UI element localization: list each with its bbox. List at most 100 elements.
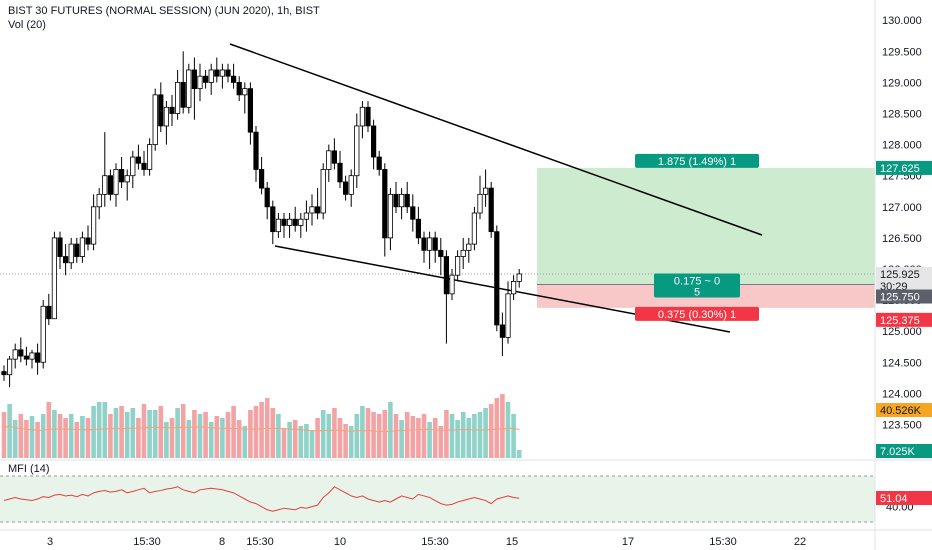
volume-bar xyxy=(455,420,460,458)
volume-bar xyxy=(259,402,264,458)
time-tick: 17 xyxy=(622,536,634,548)
price-tick: 124.000 xyxy=(882,388,922,400)
candle-body xyxy=(74,243,80,257)
volume-bar xyxy=(516,450,522,458)
candle-body xyxy=(348,175,354,195)
time-tick: 15 xyxy=(506,536,518,548)
volume-bar xyxy=(270,408,276,458)
volume-bar xyxy=(382,410,388,458)
volume-bar xyxy=(214,416,220,458)
volume-bar xyxy=(225,412,231,458)
candle-body xyxy=(79,237,85,257)
volume-bar xyxy=(7,404,12,458)
loss-tag-bg xyxy=(635,306,759,321)
volume-bar xyxy=(24,420,29,458)
time-axis[interactable]: 3 15:30 8 15:30 10 15:30 15 17 15:30 22 xyxy=(47,536,806,548)
candle-body xyxy=(57,237,63,257)
volume-bar xyxy=(460,412,466,458)
volume-bar xyxy=(337,418,343,458)
volume-last-label-bg xyxy=(876,444,932,458)
candle-body xyxy=(146,144,153,170)
volume-indicator-label[interactable]: Vol (20) xyxy=(8,19,46,31)
volume-bar xyxy=(298,426,304,458)
candle-body xyxy=(477,193,483,214)
candle-body xyxy=(482,187,489,195)
candle-body xyxy=(499,324,506,338)
risk-reward-tag-bg xyxy=(654,273,740,298)
candle-body xyxy=(208,69,214,83)
price-axis[interactable]: 130.000129.500129.000128.500128.000127.5… xyxy=(874,0,932,550)
mfi-value-label-bg xyxy=(876,491,932,505)
time-tick: 10 xyxy=(334,536,346,548)
volume-bar xyxy=(85,418,91,458)
volume-bar xyxy=(208,422,214,458)
stop-price-label-bg xyxy=(876,312,932,327)
volume-bar xyxy=(360,406,365,458)
volume-bar xyxy=(315,418,320,458)
volume-bar xyxy=(80,416,85,458)
volume-bar xyxy=(348,426,354,458)
candle-body xyxy=(314,206,321,214)
candle-body xyxy=(398,193,405,208)
candle-body xyxy=(186,69,192,108)
volume-bar xyxy=(40,414,46,458)
volume-bar xyxy=(371,412,376,458)
candle-body xyxy=(309,206,315,214)
volume-bar xyxy=(12,420,18,458)
candle-body xyxy=(320,169,326,214)
volume-bar xyxy=(29,416,35,458)
volume-bar xyxy=(432,418,438,458)
mfi-indicator-label[interactable]: MFI (14) xyxy=(8,463,50,475)
candle-body xyxy=(85,237,91,245)
candle-body xyxy=(119,169,125,183)
price-tick: 126.500 xyxy=(882,233,922,245)
volume-bar xyxy=(220,418,225,458)
candle-body xyxy=(292,218,298,226)
candle-body xyxy=(466,243,472,251)
volume-bar xyxy=(74,422,80,458)
volume-bar xyxy=(427,422,432,458)
volume-bar xyxy=(203,412,208,458)
candle-body xyxy=(449,274,455,295)
candle-body xyxy=(516,273,522,282)
volume-bar xyxy=(197,414,203,458)
volume-bar xyxy=(52,410,57,458)
entry-price-label: 125.750 xyxy=(880,292,920,304)
time-tick: 15:30 xyxy=(421,536,449,548)
candle-body xyxy=(337,162,343,183)
candle-body xyxy=(51,237,58,320)
price-tick: 129.500 xyxy=(882,46,922,58)
candle-body xyxy=(12,349,18,360)
candle-body xyxy=(29,352,35,360)
volume-bar xyxy=(124,412,130,458)
candle-body xyxy=(35,352,41,363)
candle-body xyxy=(102,175,108,195)
volume-bars xyxy=(1,394,522,458)
volume-bar xyxy=(343,424,348,458)
mfi-line xyxy=(3,486,520,512)
volume-bar xyxy=(332,408,337,458)
candle-body xyxy=(68,243,74,264)
candle-body xyxy=(275,218,282,233)
position-tags[interactable]: 1.875 (1.49%) 1 0.175 ~ 05 0.375 (0.30%) 1 xyxy=(635,153,759,321)
candle-body xyxy=(432,237,438,251)
candle-body xyxy=(488,187,494,233)
volume-bar xyxy=(169,418,175,458)
price-tick: 123.500 xyxy=(882,419,922,431)
candle-body xyxy=(158,94,164,127)
candle-body xyxy=(298,218,304,226)
volume-bar xyxy=(505,402,511,458)
time-tick: 3 xyxy=(47,536,53,548)
candle-body xyxy=(242,88,248,96)
candle-body xyxy=(370,125,377,158)
candle-body xyxy=(387,193,394,239)
volume-bar xyxy=(309,430,315,458)
candle-body xyxy=(169,106,175,114)
candle-body xyxy=(331,150,338,164)
candle-body xyxy=(202,75,209,83)
volume-bar xyxy=(18,414,24,458)
candle-body xyxy=(7,358,13,376)
candle-body xyxy=(141,162,147,170)
volume-bar xyxy=(276,414,281,458)
